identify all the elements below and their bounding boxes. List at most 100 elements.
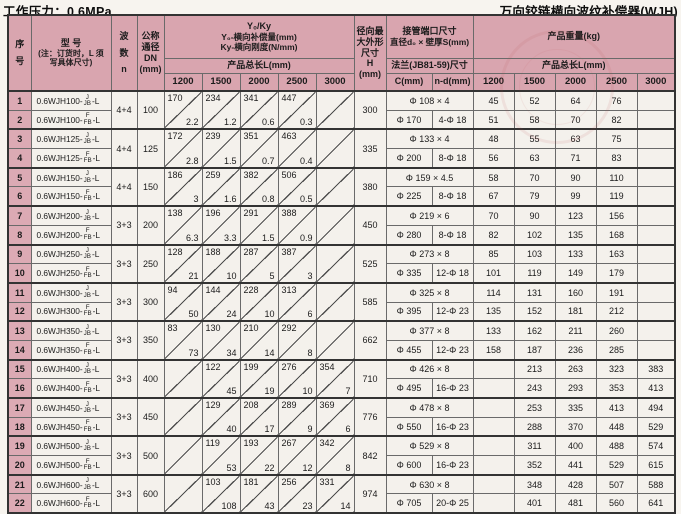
lateral-stiffness-value: 0.5 [299, 194, 313, 205]
wave-count-cell: 3+3 [110, 205, 138, 246]
weight-cell [636, 224, 676, 246]
weight-cell [472, 455, 515, 476]
weight-cell: 211 [554, 320, 597, 341]
lateral-stiffness-value: 14 [264, 347, 275, 358]
lateral-stiffness-value: 6 [307, 309, 313, 320]
weight-cell: 45 [472, 89, 515, 111]
lateral-offset-value: 313 [281, 284, 297, 295]
col-header-length-1500: 1500 [201, 72, 241, 92]
model-variant-top: F [85, 188, 90, 196]
pipe-size-cell: Φ 219 × 6 [385, 205, 474, 226]
col-header-product-length: 产品总长L(mm) [163, 57, 355, 74]
weight-cell: 441 [554, 455, 597, 476]
model-variant: F FB [84, 304, 92, 318]
lateral-offset-value: 387 [281, 246, 297, 257]
row-index-cell: 13 [7, 320, 32, 341]
weight-cell: 152 [513, 301, 556, 322]
model-suffix: -L [92, 152, 101, 163]
yk-value-cell [315, 89, 355, 130]
yk-value-cell: 289 9 [277, 396, 317, 437]
lateral-offset-value: 354 [319, 361, 335, 372]
lateral-offset-value: 256 [281, 476, 297, 487]
model-cell: 0.6WJH450- F FB -L [30, 416, 112, 437]
flange-nd-cell: 8-Φ 18 [431, 186, 474, 207]
pipe-size-cell: Φ 630 × 8 [385, 473, 474, 495]
flange-nd-cell: 16-Φ 23 [431, 416, 474, 437]
lateral-stiffness-value: 50 [188, 309, 199, 320]
lateral-offset-value: 122 [205, 361, 221, 372]
lateral-stiffness-value: 12 [302, 462, 313, 473]
yk-value-cell [315, 320, 355, 361]
weight-cell [636, 109, 676, 130]
model-suffix: -L [91, 479, 100, 490]
lateral-offset-value: 199 [243, 361, 259, 372]
weight-cell [636, 339, 676, 361]
yk-value-cell [315, 205, 355, 246]
col-header-flange-nd: n-d(mm) [431, 72, 474, 92]
lateral-offset-value: 276 [281, 361, 297, 372]
model-variant-top: J [85, 208, 89, 216]
pipe-size-cell: Φ 108 × 4 [385, 89, 474, 111]
model-prefix: 0.6WJH250- [36, 268, 83, 279]
lateral-stiffness-value: 34 [226, 347, 237, 358]
flange-nd-cell: 12-Φ 18 [431, 263, 474, 284]
model-variant-bottom: JB [83, 406, 91, 414]
model-variant: F FB [84, 228, 92, 241]
weight-cell: 149 [554, 263, 597, 284]
yk-value-cell: 291 1.5 [239, 205, 279, 246]
weight-cell: 82 [595, 109, 638, 130]
weight-cell: 70 [472, 205, 515, 226]
weight-cell: 162 [513, 320, 556, 341]
model-variant-bottom: JB [83, 99, 91, 107]
weight-cell: 529 [636, 416, 676, 437]
model-prefix: 0.6WJH150- [36, 191, 83, 202]
weight-cell: 187 [513, 339, 556, 361]
yk-value-cell: 208 17 [239, 396, 279, 437]
model-variant: J JB [83, 247, 91, 261]
model-variant-top: F [85, 419, 90, 427]
lateral-offset-value: 210 [243, 323, 259, 334]
weight-cell: 133 [554, 243, 597, 265]
weight-cell: 76 [595, 89, 638, 111]
yk-value-cell: 119 53 [201, 435, 241, 476]
model-suffix: -L [91, 210, 100, 221]
model-suffix: -L [92, 306, 101, 317]
yk-value-cell: 234 1.2 [201, 89, 241, 130]
weight-cell: 79 [513, 186, 556, 207]
lateral-offset-value: 119 [205, 438, 220, 449]
yk-value-cell: 382 0.8 [239, 166, 279, 207]
lateral-stiffness-value: 8 [307, 347, 313, 358]
yk-value-cell: 193 22 [239, 435, 279, 476]
row-index-cell: 19 [7, 435, 32, 457]
weight-cell: 156 [595, 205, 638, 226]
model-variant: J JB [84, 208, 91, 223]
yk-value-cell [315, 281, 355, 322]
model-variant-bottom: JB [83, 138, 91, 146]
weight-cell: 413 [595, 396, 638, 418]
weight-cell: 64 [554, 89, 597, 111]
model-variant-bottom: JB [83, 253, 91, 261]
pipe-size-cell: Φ 377 × 8 [385, 320, 474, 341]
lateral-stiffness-value: 0.9 [299, 232, 313, 243]
lateral-offset-value: 228 [243, 284, 259, 295]
lateral-offset-value: 129 [205, 400, 221, 410]
col-header-weight-group: 产品重量(kg) [472, 14, 676, 59]
lateral-stiffness-value: 43 [264, 501, 275, 512]
yk-value-cell: 341 0.6 [239, 89, 279, 130]
yk-value-cell: 259 1.6 [201, 166, 241, 207]
yk-value-cell: 172 2.8 [163, 128, 203, 169]
max-dim-cell: 842 [353, 435, 387, 476]
weight-cell: 335 [554, 396, 597, 418]
row-index-cell: 1 [7, 89, 32, 111]
model-suffix: -L [92, 344, 101, 355]
model-cell: 0.6WJH500- J JB -L [30, 435, 112, 457]
flange-nd-cell: 4-Φ 18 [431, 109, 474, 130]
yk-value-cell [315, 128, 355, 169]
col-header-weight-3000: 3000 [636, 72, 676, 92]
model-cell: 0.6WJH250- J JB -L [30, 243, 112, 265]
pipe-size-cell: Φ 478 × 8 [385, 396, 474, 418]
lateral-stiffness-value: 22 [264, 462, 275, 473]
lateral-stiffness-value: 3.3 [223, 232, 237, 243]
yk-value-cell [315, 166, 355, 207]
model-variant-bottom: FB [83, 118, 92, 126]
